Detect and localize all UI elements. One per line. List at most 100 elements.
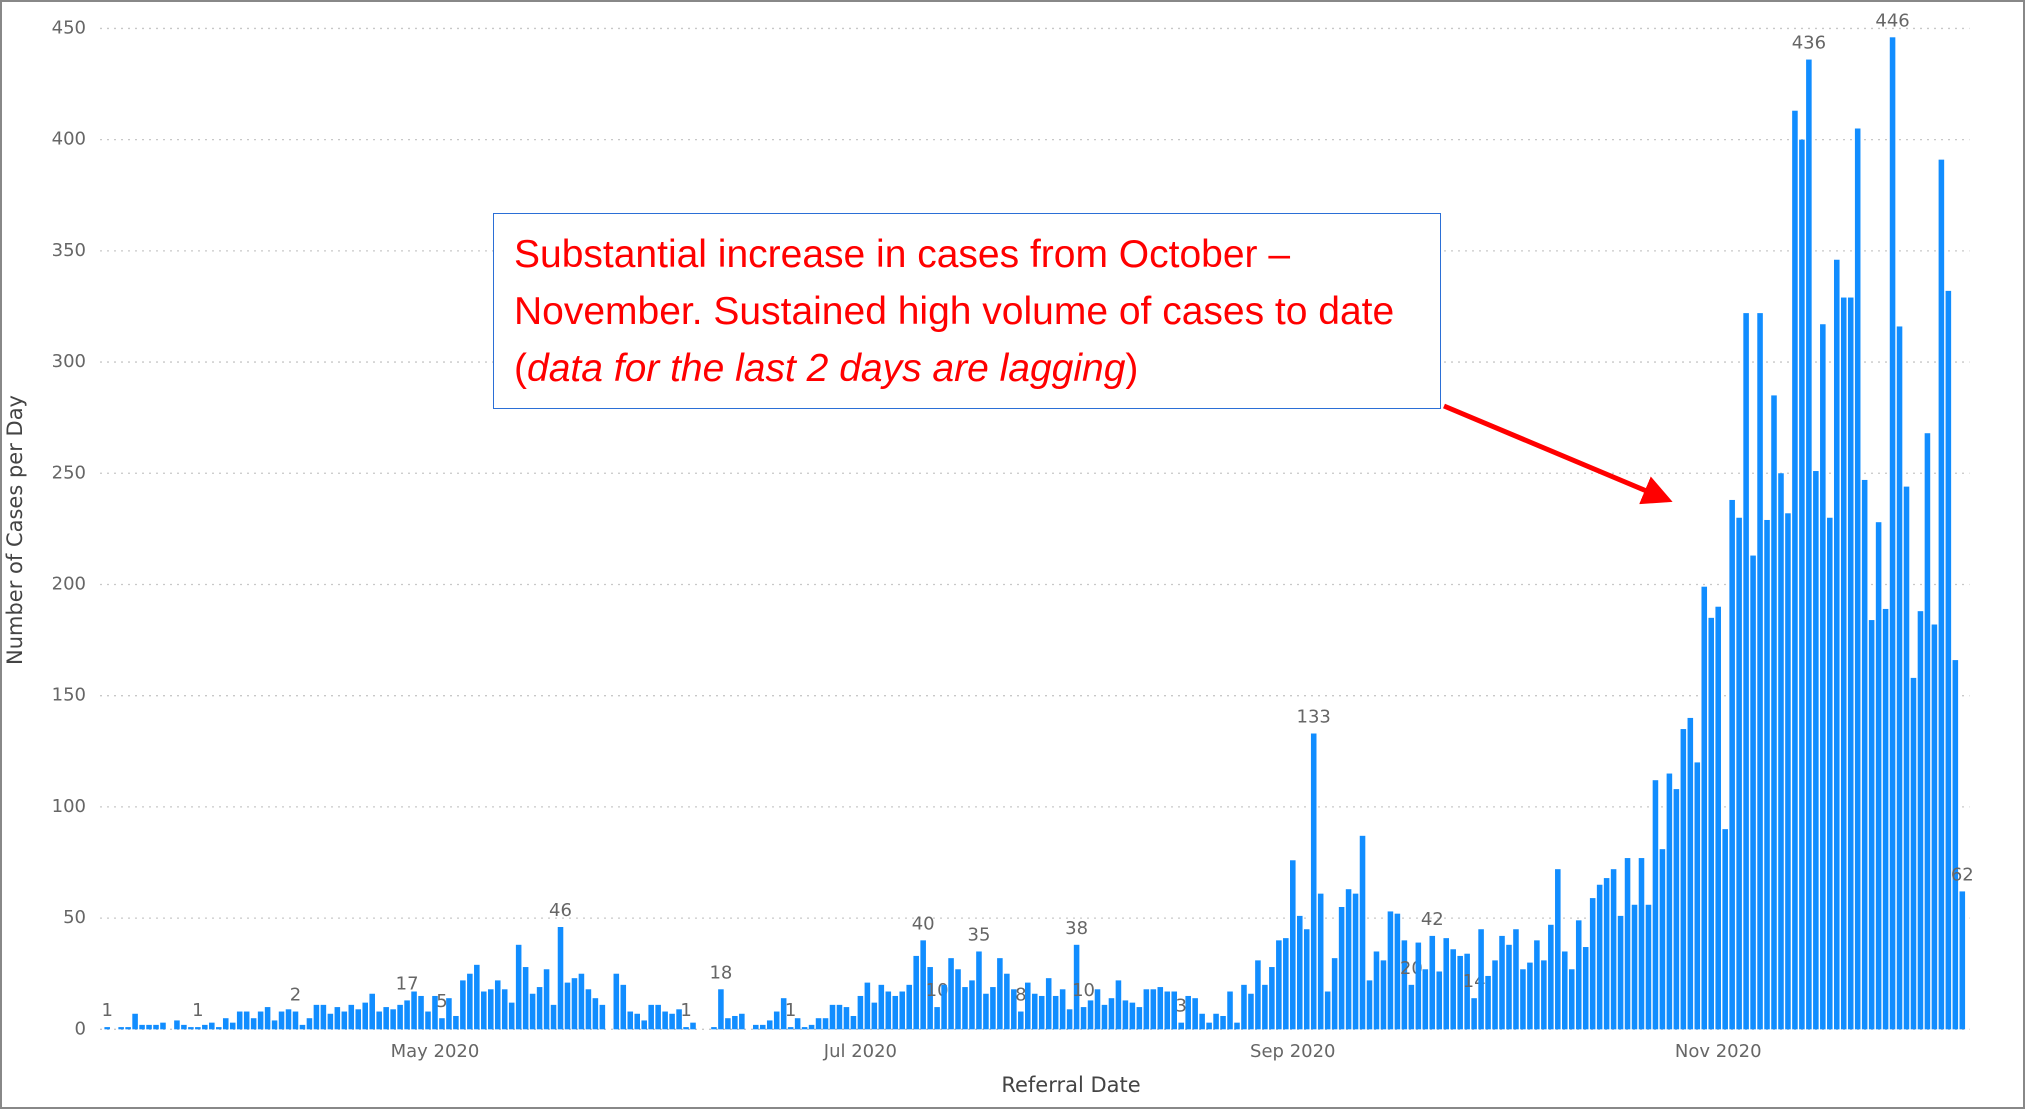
bar <box>306 1018 313 1030</box>
bar <box>1234 1022 1240 1030</box>
bar <box>676 1009 682 1030</box>
bar <box>348 1004 355 1030</box>
bar <box>432 995 438 1030</box>
bar <box>1854 128 1861 1030</box>
bar <box>1541 960 1547 1030</box>
bar <box>501 989 508 1030</box>
bar <box>962 987 968 1030</box>
bar <box>446 998 452 1030</box>
bar <box>1366 980 1373 1030</box>
bar <box>292 1011 299 1030</box>
bar <box>1527 962 1533 1030</box>
bar <box>1059 989 1066 1030</box>
y-tick-label: 350 <box>52 240 86 261</box>
x-tick-label: May 2020 <box>391 1041 480 1062</box>
bar <box>404 1000 410 1030</box>
bar <box>174 1020 180 1030</box>
x-tick-label: Sep 2020 <box>1250 1041 1335 1062</box>
bar <box>1262 984 1268 1030</box>
bar <box>983 993 989 1030</box>
bar <box>1778 473 1784 1030</box>
bar <box>369 993 375 1030</box>
data-label: 40 <box>912 913 935 934</box>
bar <box>146 1024 152 1030</box>
bar <box>1673 789 1680 1030</box>
bar <box>1813 471 1819 1030</box>
bar <box>1269 967 1275 1030</box>
bar <box>808 1024 815 1030</box>
data-label: 436 <box>1792 33 1826 54</box>
bar <box>1506 944 1512 1030</box>
bar <box>690 1022 696 1030</box>
bar <box>1164 991 1171 1030</box>
bar <box>1750 555 1756 1030</box>
x-axis-title: Referral Date <box>1001 1073 1140 1097</box>
bar <box>1052 995 1059 1030</box>
bar <box>1241 984 1247 1030</box>
bar <box>1715 606 1721 1030</box>
y-tick-label: 250 <box>52 462 86 483</box>
bar <box>1220 1015 1226 1030</box>
bar <box>1394 913 1401 1030</box>
bar <box>1310 733 1317 1030</box>
bar <box>487 989 494 1030</box>
bar <box>1868 620 1875 1030</box>
bar <box>278 1011 285 1030</box>
bar <box>139 1024 145 1030</box>
y-tick-label: 400 <box>52 129 86 150</box>
bar <box>1708 617 1715 1030</box>
bar <box>1018 1011 1024 1030</box>
x-tick-label: Nov 2020 <box>1675 1041 1762 1062</box>
bar <box>1582 947 1589 1030</box>
bar <box>125 1027 131 1030</box>
data-label: 35 <box>968 924 991 945</box>
bar <box>759 1024 766 1030</box>
bar <box>1094 989 1101 1030</box>
bar <box>264 1007 271 1030</box>
bar <box>578 973 585 1030</box>
bar <box>1743 313 1749 1030</box>
y-tick-label: 100 <box>52 796 86 817</box>
bar <box>1359 835 1366 1030</box>
bar <box>1687 717 1694 1030</box>
bar <box>906 984 912 1030</box>
y-tick-label: 200 <box>52 573 86 594</box>
bar <box>132 1013 138 1030</box>
bar <box>222 1018 229 1030</box>
y-axis-title: Number of Cases per Day <box>3 395 27 665</box>
bar <box>1011 989 1017 1030</box>
bar <box>1840 297 1847 1030</box>
bar <box>780 998 787 1030</box>
bar <box>118 1027 124 1030</box>
bar <box>864 982 871 1030</box>
bar <box>1471 998 1477 1030</box>
bar <box>1004 973 1010 1030</box>
bar <box>1227 991 1233 1030</box>
bar <box>662 1011 668 1030</box>
bar <box>1610 869 1617 1030</box>
data-label: 446 <box>1875 10 1909 31</box>
bar <box>1192 998 1198 1030</box>
bar <box>592 998 599 1030</box>
data-label: 38 <box>1065 918 1088 939</box>
bar <box>1373 951 1380 1030</box>
bar <box>460 980 466 1030</box>
bar <box>1443 938 1449 1030</box>
bar <box>683 1027 689 1030</box>
bar <box>1436 971 1443 1030</box>
bar <box>1861 479 1868 1030</box>
bar <box>1548 924 1554 1030</box>
bar <box>1575 920 1582 1030</box>
bar <box>1596 884 1603 1030</box>
data-label: 5 <box>436 991 447 1012</box>
bar <box>648 1004 654 1030</box>
bar <box>990 987 996 1030</box>
bar <box>1066 1009 1073 1030</box>
bar <box>878 984 885 1030</box>
bar <box>1185 995 1191 1030</box>
bar <box>1736 517 1742 1030</box>
bar <box>1624 858 1631 1030</box>
bar <box>899 991 906 1030</box>
bar <box>1959 891 1966 1030</box>
y-tick-label: 300 <box>52 351 86 372</box>
